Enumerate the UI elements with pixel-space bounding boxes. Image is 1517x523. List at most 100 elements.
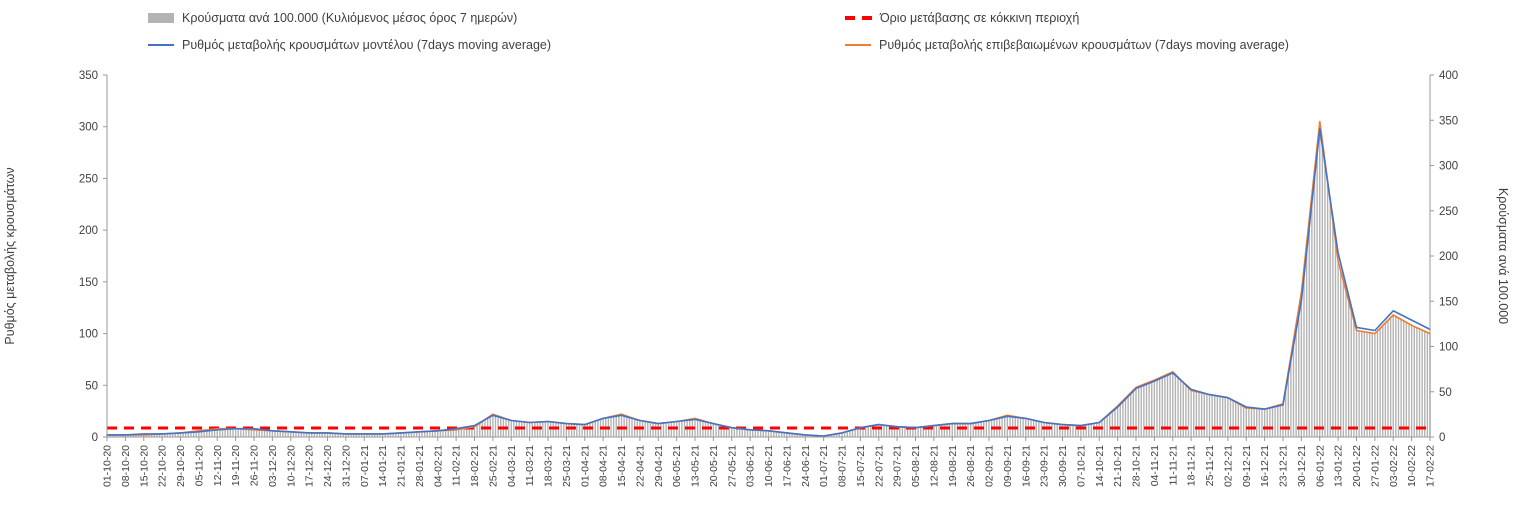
legend-label-model-rate: Ρυθμός μεταβολής κρουσμάτων μοντέλου (7d… <box>182 38 552 52</box>
x-axis-tick-label: 26-08-21 <box>965 445 977 487</box>
x-axis-tick-label: 25-11-21 <box>1204 445 1216 486</box>
right-axis-tick-label: 350 <box>1439 115 1458 127</box>
x-axis-tick-label: 16-09-21 <box>1020 445 1032 487</box>
right-axis-tick-label: 0 <box>1439 432 1445 444</box>
confirmed-rate-line <box>106 120 1431 437</box>
right-axis-tick-label: 100 <box>1439 342 1458 354</box>
right-axis-tick-label: 400 <box>1439 70 1458 82</box>
x-axis-tick-label: 23-09-21 <box>1039 445 1051 487</box>
x-axis-tick-label: 29-07-21 <box>892 445 904 487</box>
x-axis-tick-label: 07-01-21 <box>359 445 371 487</box>
x-axis-tick-label: 24-12-20 <box>322 445 334 487</box>
x-axis-tick-label: 10-12-20 <box>285 445 297 487</box>
x-axis-tick-label: 11-03-21 <box>524 445 536 486</box>
x-axis-tick-label: 18-11-21 <box>1186 445 1198 486</box>
x-axis-tick-label: 04-03-21 <box>506 445 518 487</box>
generated-plot: 0 50 100 150 200 250 300 350 0 50 100 150 200 250 300 3… <box>79 70 1458 487</box>
x-axis-tick-label: 17-02-22 <box>1425 445 1437 487</box>
x-axis-tick-label: 01-10-20 <box>102 445 114 487</box>
legend-item-model-rate: Ρυθμός μεταβολής κρουσμάτων μοντέλου (7d… <box>148 38 551 52</box>
right-axis-title: Κρούσματα ανά 100.000 <box>1496 188 1510 324</box>
x-axis-tick-label: 28-10-21 <box>1131 445 1143 487</box>
legend-item-cases-per-100k: Κρούσματα ανά 100.000 (Κυλιόμενος μέσος … <box>148 11 517 25</box>
x-axis-tick-label: 16-12-21 <box>1259 445 1271 487</box>
x-axis-tick-label: 10-06-21 <box>763 445 775 487</box>
x-axis-tick-label: 22-04-21 <box>634 445 646 487</box>
x-axis-tick-label: 25-03-21 <box>561 445 573 487</box>
left-axis-tick-label: 300 <box>79 122 98 134</box>
left-axis-tick-label: 200 <box>79 225 98 237</box>
x-axis-tick-label: 18-03-21 <box>543 445 555 487</box>
x-axis-tick-label: 12-08-21 <box>928 445 940 487</box>
x-axis-tick-label: 18-02-21 <box>469 445 481 487</box>
left-axis-tick-label: 150 <box>79 277 98 289</box>
legend-item-red-threshold: Όριο μετάβασης σε κόκκινη περιοχή <box>845 11 1079 25</box>
x-axis-tick-label: 10-02-22 <box>1406 445 1418 487</box>
model-rate-line <box>106 128 1431 437</box>
x-axis-tick-label: 08-07-21 <box>837 445 849 487</box>
x-axis-tick-label: 28-01-21 <box>414 445 426 487</box>
x-axis-tick-label: 04-11-21 <box>1149 445 1161 486</box>
left-axis-tick-label: 350 <box>79 70 98 82</box>
x-axis-tick-label: 29-10-20 <box>175 445 187 487</box>
legend-label-confirmed-rate: Ρυθμός μεταβολής επιβεβαιωμένων κρουσμάτ… <box>879 38 1289 52</box>
left-axis-tick-label: 0 <box>92 432 98 444</box>
axes <box>103 74 1434 441</box>
x-axis-tick-label: 13-05-21 <box>690 445 702 487</box>
x-axis-tick-label: 01-07-21 <box>818 445 830 487</box>
x-axis-tick-label: 03-12-20 <box>267 445 279 487</box>
x-axis-tick-label: 11-11-21 <box>1167 445 1179 486</box>
x-axis-tick-label: 14-01-21 <box>377 445 389 487</box>
x-axis-tick-label: 09-12-21 <box>1241 445 1253 487</box>
x-axis-tick-label: 29-04-21 <box>653 445 665 487</box>
x-axis-tick-label: 31-12-20 <box>340 445 352 487</box>
x-axis-tick-label: 21-10-21 <box>1112 445 1124 487</box>
legend-label-cases-per-100k: Κρούσματα ανά 100.000 (Κυλιόμενος μέσος … <box>182 11 518 25</box>
x-axis-tick-label: 02-09-21 <box>984 445 996 487</box>
x-axis-tick-label: 19-11-20 <box>230 445 242 486</box>
right-axis-tick-label: 50 <box>1439 387 1452 399</box>
left-axis-tick-label: 250 <box>79 173 98 185</box>
x-axis-tick-label: 30-12-21 <box>1296 445 1308 487</box>
left-axis-tick-label: 100 <box>79 329 98 341</box>
right-axis-tick-label: 200 <box>1439 251 1458 263</box>
x-axis-tick-label: 23-12-21 <box>1278 445 1290 487</box>
x-axis-tick-label: 07-10-21 <box>1075 445 1087 487</box>
x-axis-tick-label: 14-10-21 <box>1094 445 1106 487</box>
legend-item-confirmed-rate: Ρυθμός μεταβολής επιβεβαιωμένων κρουσμάτ… <box>845 38 1289 52</box>
x-axis-tick-label: 21-01-21 <box>396 445 408 487</box>
right-axis-tick-label: 250 <box>1439 206 1458 218</box>
x-axis-tick-label: 26-11-20 <box>249 445 261 486</box>
x-axis-tick-label: 06-05-21 <box>671 445 683 487</box>
left-axis-title: Ρυθμός μεταβολής κρουσμάτων <box>3 167 17 344</box>
bars-series <box>106 121 1431 437</box>
x-axis-tick-label: 22-10-20 <box>157 445 169 487</box>
x-axis-tick-label: 19-08-21 <box>947 445 959 487</box>
x-axis-tick-label: 09-09-21 <box>1002 445 1014 487</box>
blue-line-swatch-icon <box>148 44 174 46</box>
gray-bar-swatch-icon <box>148 13 174 23</box>
x-axis-tick-label: 15-04-21 <box>616 445 628 487</box>
x-axis-tick-label: 24-06-21 <box>800 445 812 487</box>
x-axis-tick-label: 15-07-21 <box>855 445 867 487</box>
x-axis-tick-label: 05-08-21 <box>910 445 922 487</box>
x-axis-tick-label: 15-10-20 <box>138 445 150 487</box>
x-axis-tick-label: 02-12-21 <box>1222 445 1234 487</box>
x-axis-tick-label: 04-02-21 <box>432 445 444 487</box>
x-axis-tick-label: 01-04-21 <box>579 445 591 487</box>
orange-line-swatch-icon <box>845 44 871 46</box>
x-axis-tick-label: 17-06-21 <box>781 445 793 487</box>
x-axis-tick-label: 22-07-21 <box>873 445 885 487</box>
legend-label-red-threshold: Όριο μετάβασης σε κόκκινη περιοχή <box>880 11 1080 25</box>
right-axis-tick-label: 300 <box>1439 161 1458 173</box>
right-axis-tick-label: 150 <box>1439 296 1458 308</box>
x-axis-tick-label: 08-10-20 <box>120 445 132 487</box>
x-axis-tick-label: 05-11-20 <box>193 445 205 486</box>
x-axis-tick-label: 20-05-21 <box>708 445 720 487</box>
x-axis-tick-label: 30-09-21 <box>1057 445 1069 487</box>
left-axis-tick-label: 50 <box>85 380 98 392</box>
x-axis-tick-label: 11-02-21 <box>451 445 463 486</box>
x-axis-tick-label: 27-01-22 <box>1369 445 1381 487</box>
